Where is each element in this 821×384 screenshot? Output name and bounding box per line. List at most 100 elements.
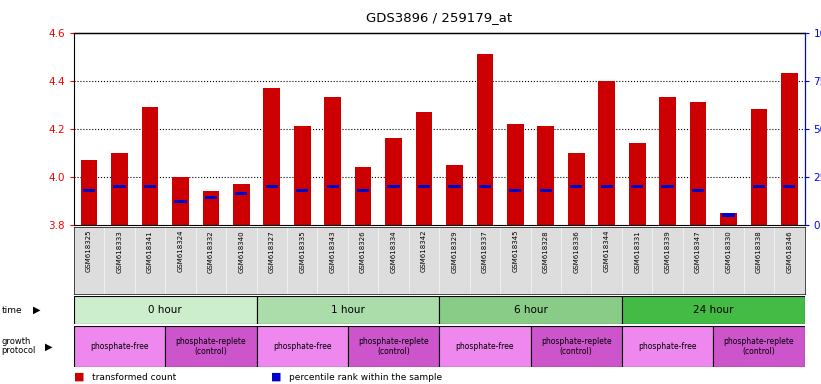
Bar: [622, 296, 805, 324]
Bar: [266, 185, 277, 188]
Bar: [631, 185, 643, 188]
Bar: [629, 143, 645, 225]
Bar: [713, 326, 805, 367]
Text: phosphate-replete
(control): phosphate-replete (control): [358, 337, 429, 356]
Bar: [111, 153, 128, 225]
Text: 6 hour: 6 hour: [514, 305, 548, 315]
Bar: [415, 112, 433, 225]
Bar: [80, 160, 98, 225]
Text: phosphate-replete
(control): phosphate-replete (control): [541, 337, 612, 356]
Text: phosphate-replete
(control): phosphate-replete (control): [723, 337, 794, 356]
Bar: [327, 185, 339, 188]
Text: phosphate-replete
(control): phosphate-replete (control): [176, 337, 246, 356]
Bar: [74, 296, 256, 324]
Text: ■: ■: [271, 372, 282, 382]
Bar: [233, 184, 250, 225]
Text: GSM618331: GSM618331: [634, 230, 640, 273]
Text: GSM618346: GSM618346: [787, 230, 792, 273]
Text: GSM618324: GSM618324: [177, 230, 183, 272]
Text: GSM618340: GSM618340: [238, 230, 245, 273]
Bar: [659, 98, 676, 225]
Text: GDS3896 / 259179_at: GDS3896 / 259179_at: [366, 12, 512, 25]
Text: ▶: ▶: [33, 305, 40, 315]
Bar: [601, 185, 612, 188]
Bar: [348, 326, 439, 367]
Bar: [256, 326, 348, 367]
Text: GSM618338: GSM618338: [756, 230, 762, 273]
Bar: [446, 165, 463, 225]
Bar: [144, 185, 156, 188]
Bar: [439, 296, 622, 324]
Bar: [388, 185, 400, 188]
Bar: [113, 185, 126, 188]
Bar: [385, 138, 402, 225]
Bar: [296, 189, 309, 192]
Text: phosphate-free: phosphate-free: [90, 342, 149, 351]
Text: 1 hour: 1 hour: [331, 305, 365, 315]
Bar: [783, 185, 796, 188]
Bar: [357, 189, 369, 192]
Text: phosphate-free: phosphate-free: [456, 342, 514, 351]
Text: protocol: protocol: [2, 346, 36, 355]
Bar: [324, 98, 341, 225]
Text: GSM618328: GSM618328: [543, 230, 548, 273]
Bar: [83, 189, 95, 192]
Bar: [172, 177, 189, 225]
Text: phosphate-free: phosphate-free: [638, 342, 697, 351]
Bar: [418, 185, 430, 188]
Bar: [509, 189, 521, 192]
Bar: [622, 326, 713, 367]
Text: GSM618326: GSM618326: [360, 230, 366, 273]
Text: GSM618339: GSM618339: [664, 230, 671, 273]
Text: GSM618325: GSM618325: [86, 230, 92, 272]
Bar: [256, 296, 439, 324]
Text: GSM618329: GSM618329: [452, 230, 457, 273]
Bar: [722, 214, 735, 217]
Text: GSM618327: GSM618327: [268, 230, 275, 273]
Text: GSM618345: GSM618345: [512, 230, 518, 272]
Bar: [750, 109, 768, 225]
Bar: [530, 326, 622, 367]
Bar: [781, 73, 798, 225]
Bar: [538, 126, 554, 225]
Text: GSM618332: GSM618332: [208, 230, 214, 273]
Text: GSM618342: GSM618342: [421, 230, 427, 272]
Bar: [174, 200, 186, 203]
Bar: [570, 185, 582, 188]
Text: 0 hour: 0 hour: [149, 305, 182, 315]
Bar: [479, 185, 491, 188]
Bar: [355, 167, 371, 225]
Text: 24 hour: 24 hour: [693, 305, 733, 315]
Text: GSM618344: GSM618344: [603, 230, 610, 272]
Text: GSM618341: GSM618341: [147, 230, 153, 273]
Text: phosphate-free: phosphate-free: [273, 342, 332, 351]
Bar: [568, 153, 585, 225]
Bar: [165, 326, 256, 367]
Text: GSM618343: GSM618343: [330, 230, 336, 273]
Text: GSM618334: GSM618334: [391, 230, 397, 273]
Text: GSM618336: GSM618336: [573, 230, 580, 273]
Text: GSM618330: GSM618330: [726, 230, 732, 273]
Bar: [753, 185, 765, 188]
Bar: [74, 326, 165, 367]
Text: GSM618347: GSM618347: [695, 230, 701, 273]
Bar: [264, 88, 280, 225]
Bar: [476, 54, 493, 225]
Bar: [599, 81, 615, 225]
Bar: [720, 213, 736, 225]
Bar: [294, 126, 310, 225]
Text: time: time: [2, 306, 22, 314]
Bar: [439, 326, 530, 367]
Bar: [236, 192, 247, 195]
Bar: [203, 191, 219, 225]
Text: GSM618335: GSM618335: [299, 230, 305, 273]
Bar: [662, 185, 674, 188]
Text: GSM618333: GSM618333: [117, 230, 122, 273]
Bar: [539, 189, 552, 192]
Bar: [448, 185, 461, 188]
Text: ■: ■: [74, 372, 85, 382]
Bar: [507, 124, 524, 225]
Bar: [692, 189, 704, 192]
Bar: [142, 107, 158, 225]
Bar: [690, 102, 706, 225]
